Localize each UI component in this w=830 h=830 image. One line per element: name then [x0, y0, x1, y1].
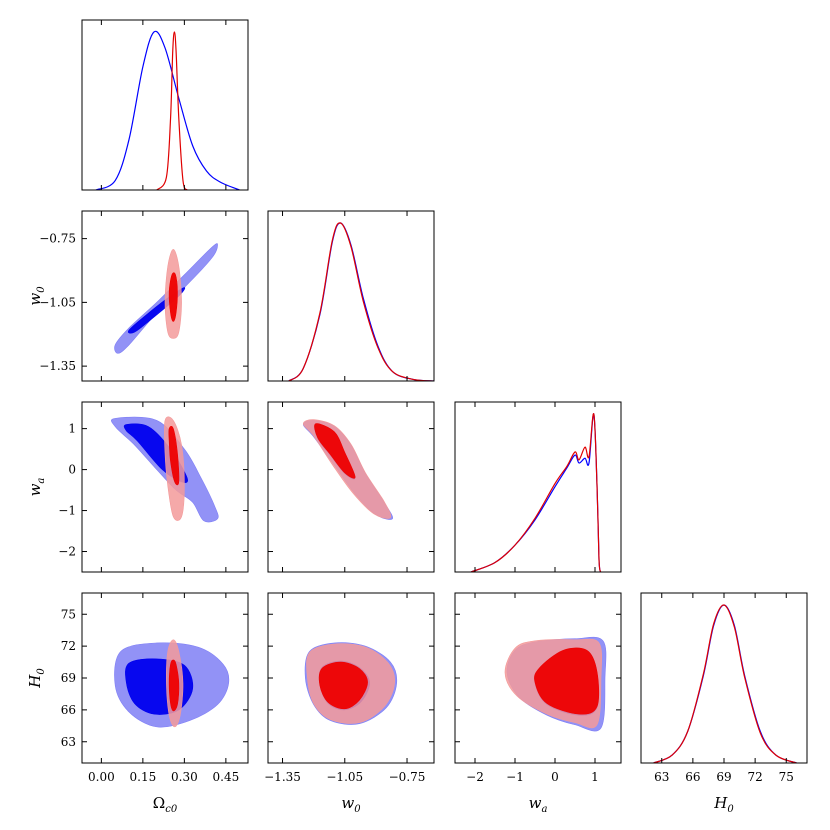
x-tick-label-H0: 63 — [654, 770, 669, 784]
y-tick-label-wa: 1 — [68, 422, 76, 436]
x-tick-label-w0: −1.35 — [264, 770, 301, 784]
axis-label-subscript: 0 — [36, 286, 47, 293]
red-marginal-curve-Omega_c0 — [156, 31, 188, 190]
x-tick-label-w0: −0.75 — [389, 770, 426, 784]
blue-marginal-curve-H0 — [653, 604, 797, 763]
x-tick-label-Omega_c0: 0.45 — [213, 770, 240, 784]
blue-marginal-curve-wa — [470, 413, 602, 572]
y-axis-label-wa: wa — [26, 478, 47, 497]
panel-frame-wa-vs-Omega_c0 — [81, 401, 249, 573]
panel-frame-Omega_c0-vs-Omega_c0 — [81, 19, 249, 191]
axis-label-main: w — [26, 483, 44, 496]
red-marginal-curve-w0 — [288, 222, 434, 381]
axis-label-subscript: a — [541, 804, 547, 815]
axis-label-main: w — [26, 293, 44, 306]
y-tick-label-H0: 63 — [61, 735, 76, 749]
red-marginal-curve-H0 — [653, 604, 797, 763]
marginal-H0 — [653, 604, 797, 763]
panel-frame-w0-vs-w0 — [267, 210, 435, 382]
y-axis-label-H0: H0 — [26, 668, 47, 689]
red-inner-contour-wa-vs-w0 — [314, 423, 356, 479]
y-tick-label-w0: −1.05 — [39, 295, 76, 309]
axis-label-subscript: c0 — [165, 804, 178, 815]
x-tick-label-wa: 1 — [591, 770, 599, 784]
x-axis-label-w0: w0 — [341, 794, 361, 815]
red-marginal-curve-wa — [470, 413, 602, 572]
contours-H0-vs-Omega_c0 — [114, 639, 230, 728]
axis-label-main: w — [529, 794, 542, 812]
axis-label-main: Ω — [153, 794, 165, 812]
x-axis-label-Omega_c0: Ωc0 — [153, 794, 178, 815]
panel-frame-wa-vs-w0 — [267, 401, 435, 573]
marginal-w0 — [288, 222, 434, 381]
panel-frame-H0-vs-H0 — [640, 592, 808, 764]
y-tick-label-H0: 66 — [61, 703, 76, 717]
blue-marginal-curve-w0 — [288, 222, 434, 381]
contours-H0-vs-w0 — [304, 642, 398, 725]
red-inner-contour-H0-vs-wa — [534, 647, 600, 715]
x-tick-label-H0: 75 — [779, 770, 794, 784]
y-tick-label-H0: 69 — [61, 671, 76, 685]
contours-H0-vs-wa — [504, 636, 607, 732]
axis-label-subscript: 0 — [727, 804, 734, 815]
y-tick-label-w0: −0.75 — [39, 232, 76, 246]
axis-label-main: w — [341, 794, 354, 812]
y-tick-label-wa: 0 — [68, 463, 76, 477]
x-tick-label-H0: 69 — [716, 770, 731, 784]
x-tick-label-H0: 72 — [747, 770, 762, 784]
marginal-wa — [470, 413, 602, 572]
x-axis-label-H0: H0 — [713, 794, 734, 815]
blue-marginal-curve-Omega_c0 — [95, 30, 240, 190]
y-tick-label-wa: −2 — [58, 545, 76, 559]
contours-w0-vs-Omega_c0 — [114, 243, 218, 354]
y-tick-label-wa: −1 — [58, 504, 76, 518]
x-tick-label-Omega_c0: 0.00 — [88, 770, 115, 784]
y-tick-label-w0: −1.35 — [39, 359, 76, 373]
axis-label-main: H — [26, 674, 44, 689]
x-axis-label-wa: wa — [529, 794, 548, 815]
contours-wa-vs-Omega_c0 — [111, 416, 219, 523]
marginal-Omega_c0 — [95, 30, 240, 190]
contours-wa-vs-w0 — [302, 419, 394, 520]
axis-label-subscript: 0 — [354, 804, 361, 815]
panel-frame-w0-vs-Omega_c0 — [81, 210, 249, 382]
red-inner-contour-w0-vs-Omega_c0 — [168, 272, 178, 322]
x-tick-label-w0: −1.05 — [326, 770, 363, 784]
x-tick-label-H0: 66 — [685, 770, 700, 784]
x-tick-label-wa: 0 — [551, 770, 559, 784]
red-inner-contour-H0-vs-w0 — [318, 661, 368, 710]
x-tick-label-Omega_c0: 0.15 — [130, 770, 157, 784]
x-tick-label-wa: −1 — [506, 770, 524, 784]
y-axis-label-w0: w0 — [26, 286, 47, 306]
axis-label-subscript: a — [36, 478, 47, 484]
y-tick-label-H0: 75 — [61, 607, 76, 621]
red-inner-contour-wa-vs-Omega_c0 — [168, 425, 180, 486]
y-tick-label-H0: 72 — [61, 639, 76, 653]
axis-label-main: H — [713, 794, 728, 812]
panel-frame-wa-vs-wa — [454, 401, 622, 573]
axis-label-subscript: 0 — [36, 668, 47, 675]
red-inner-contour-H0-vs-Omega_c0 — [168, 659, 180, 712]
x-tick-label-wa: −2 — [466, 770, 484, 784]
x-tick-label-Omega_c0: 0.30 — [171, 770, 198, 784]
